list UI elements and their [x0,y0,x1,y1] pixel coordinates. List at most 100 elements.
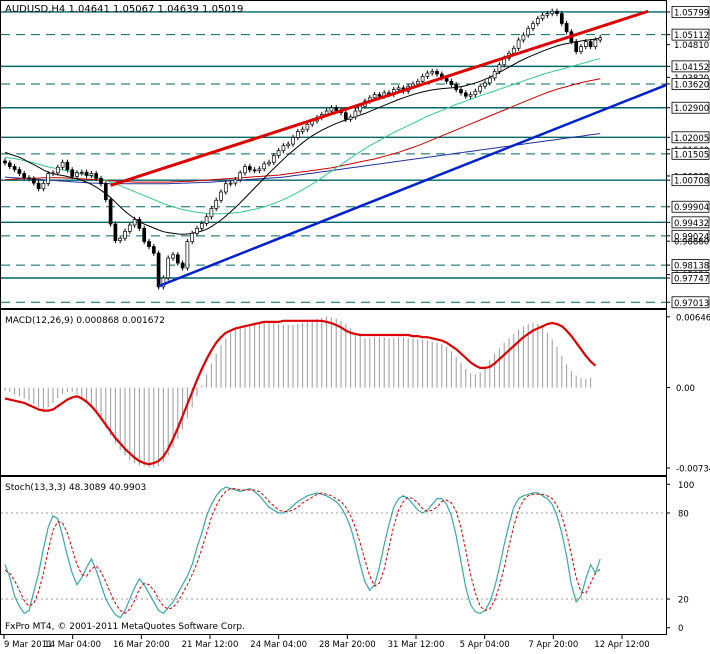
time-tick-label: 24 Mar 04:00 [250,640,307,650]
price-label-box [671,259,710,271]
candle [243,166,247,174]
candle [204,216,209,224]
candle [276,150,281,157]
candle [118,237,123,241]
time-tick-label: 9 Mar 2011 [4,640,52,650]
candle [233,179,238,184]
stochastic-pane: 100 80 20 0 [1,481,694,634]
candle [550,10,555,14]
support-trendline [158,83,667,288]
price-label: 0.99024 [674,232,709,242]
stochastic-scale-label: 0 [678,624,683,634]
candle [7,162,12,167]
candle [190,232,195,242]
candle [180,262,185,269]
price-label: 1.05799 [674,8,709,18]
candle [99,178,103,185]
candle [535,18,540,24]
candle [463,92,468,97]
time-tick-label: 12 Apr 12:00 [594,640,649,650]
candle [415,80,420,85]
candle [444,77,449,82]
candle [36,182,41,190]
candle [377,94,382,97]
candle [555,10,559,14]
candle [214,199,219,209]
candle [137,219,142,229]
candle [238,172,243,181]
candle [579,46,583,52]
candle [12,166,17,170]
candle [108,199,113,225]
price-label-box [671,78,710,90]
candle [358,105,363,112]
price-label: 1.00708 [674,177,709,187]
macd-scale-label: -0.00734 [676,464,710,474]
candle [540,14,545,19]
candle [487,77,492,84]
candle [123,230,127,239]
price-label-box [671,147,710,160]
time-tick-label: 28 Mar 20:00 [319,640,376,650]
candle [454,84,459,90]
candle [166,257,171,279]
price-label: 1.05112 [674,31,709,41]
candle [46,173,51,184]
price-label-box [671,101,710,114]
candle [511,47,516,54]
candle [425,72,430,77]
price-pane-frame [0,0,667,309]
candle [267,161,271,165]
candle [300,128,305,132]
stochastic-pane-frame [0,476,667,635]
candle [31,178,36,184]
candle [89,173,94,176]
candle [420,75,425,82]
price-label: 0.97747 [674,275,709,285]
candle [195,227,199,234]
candle [257,168,262,171]
candle [583,41,588,47]
candle [478,85,483,92]
candle [65,161,70,171]
candle [531,23,535,29]
stochastic-signal-line [4,488,601,615]
price-label-box [671,216,710,229]
candle [41,183,46,190]
time-tick-label: 7 Apr 20:00 [528,640,578,650]
candle [79,171,84,174]
price-label: 1.04152 [674,63,709,73]
candle [353,110,358,118]
price-label: 0.99432 [674,219,709,229]
candle [305,123,310,130]
price-label-box [671,6,710,18]
candle [459,89,463,94]
price-label: 1.03620 [674,80,709,90]
price-label-box [671,272,710,284]
candle [252,169,257,172]
macd-signal-line [4,319,597,466]
candle [3,160,7,164]
moving-average-green [4,58,601,215]
price-label-box [671,174,710,187]
time-tick-label: 21 Mar 12:00 [182,640,239,650]
candle [247,166,252,171]
price-label-box [671,131,710,144]
candle [27,177,31,180]
candle [497,64,502,72]
candle [22,173,27,179]
candle [492,71,497,79]
candle [291,137,295,145]
candle [598,37,603,41]
candle [219,191,223,201]
candle [228,182,233,185]
candle [593,39,598,47]
candle [430,71,435,74]
candle [271,155,276,163]
price-label-box [671,296,710,309]
chart-title: AUDUSD,H4 1.04641 1.05067 1.04639 1.0501… [5,4,243,15]
candle [526,28,531,36]
price-label-box [671,229,710,242]
candle [209,208,214,218]
